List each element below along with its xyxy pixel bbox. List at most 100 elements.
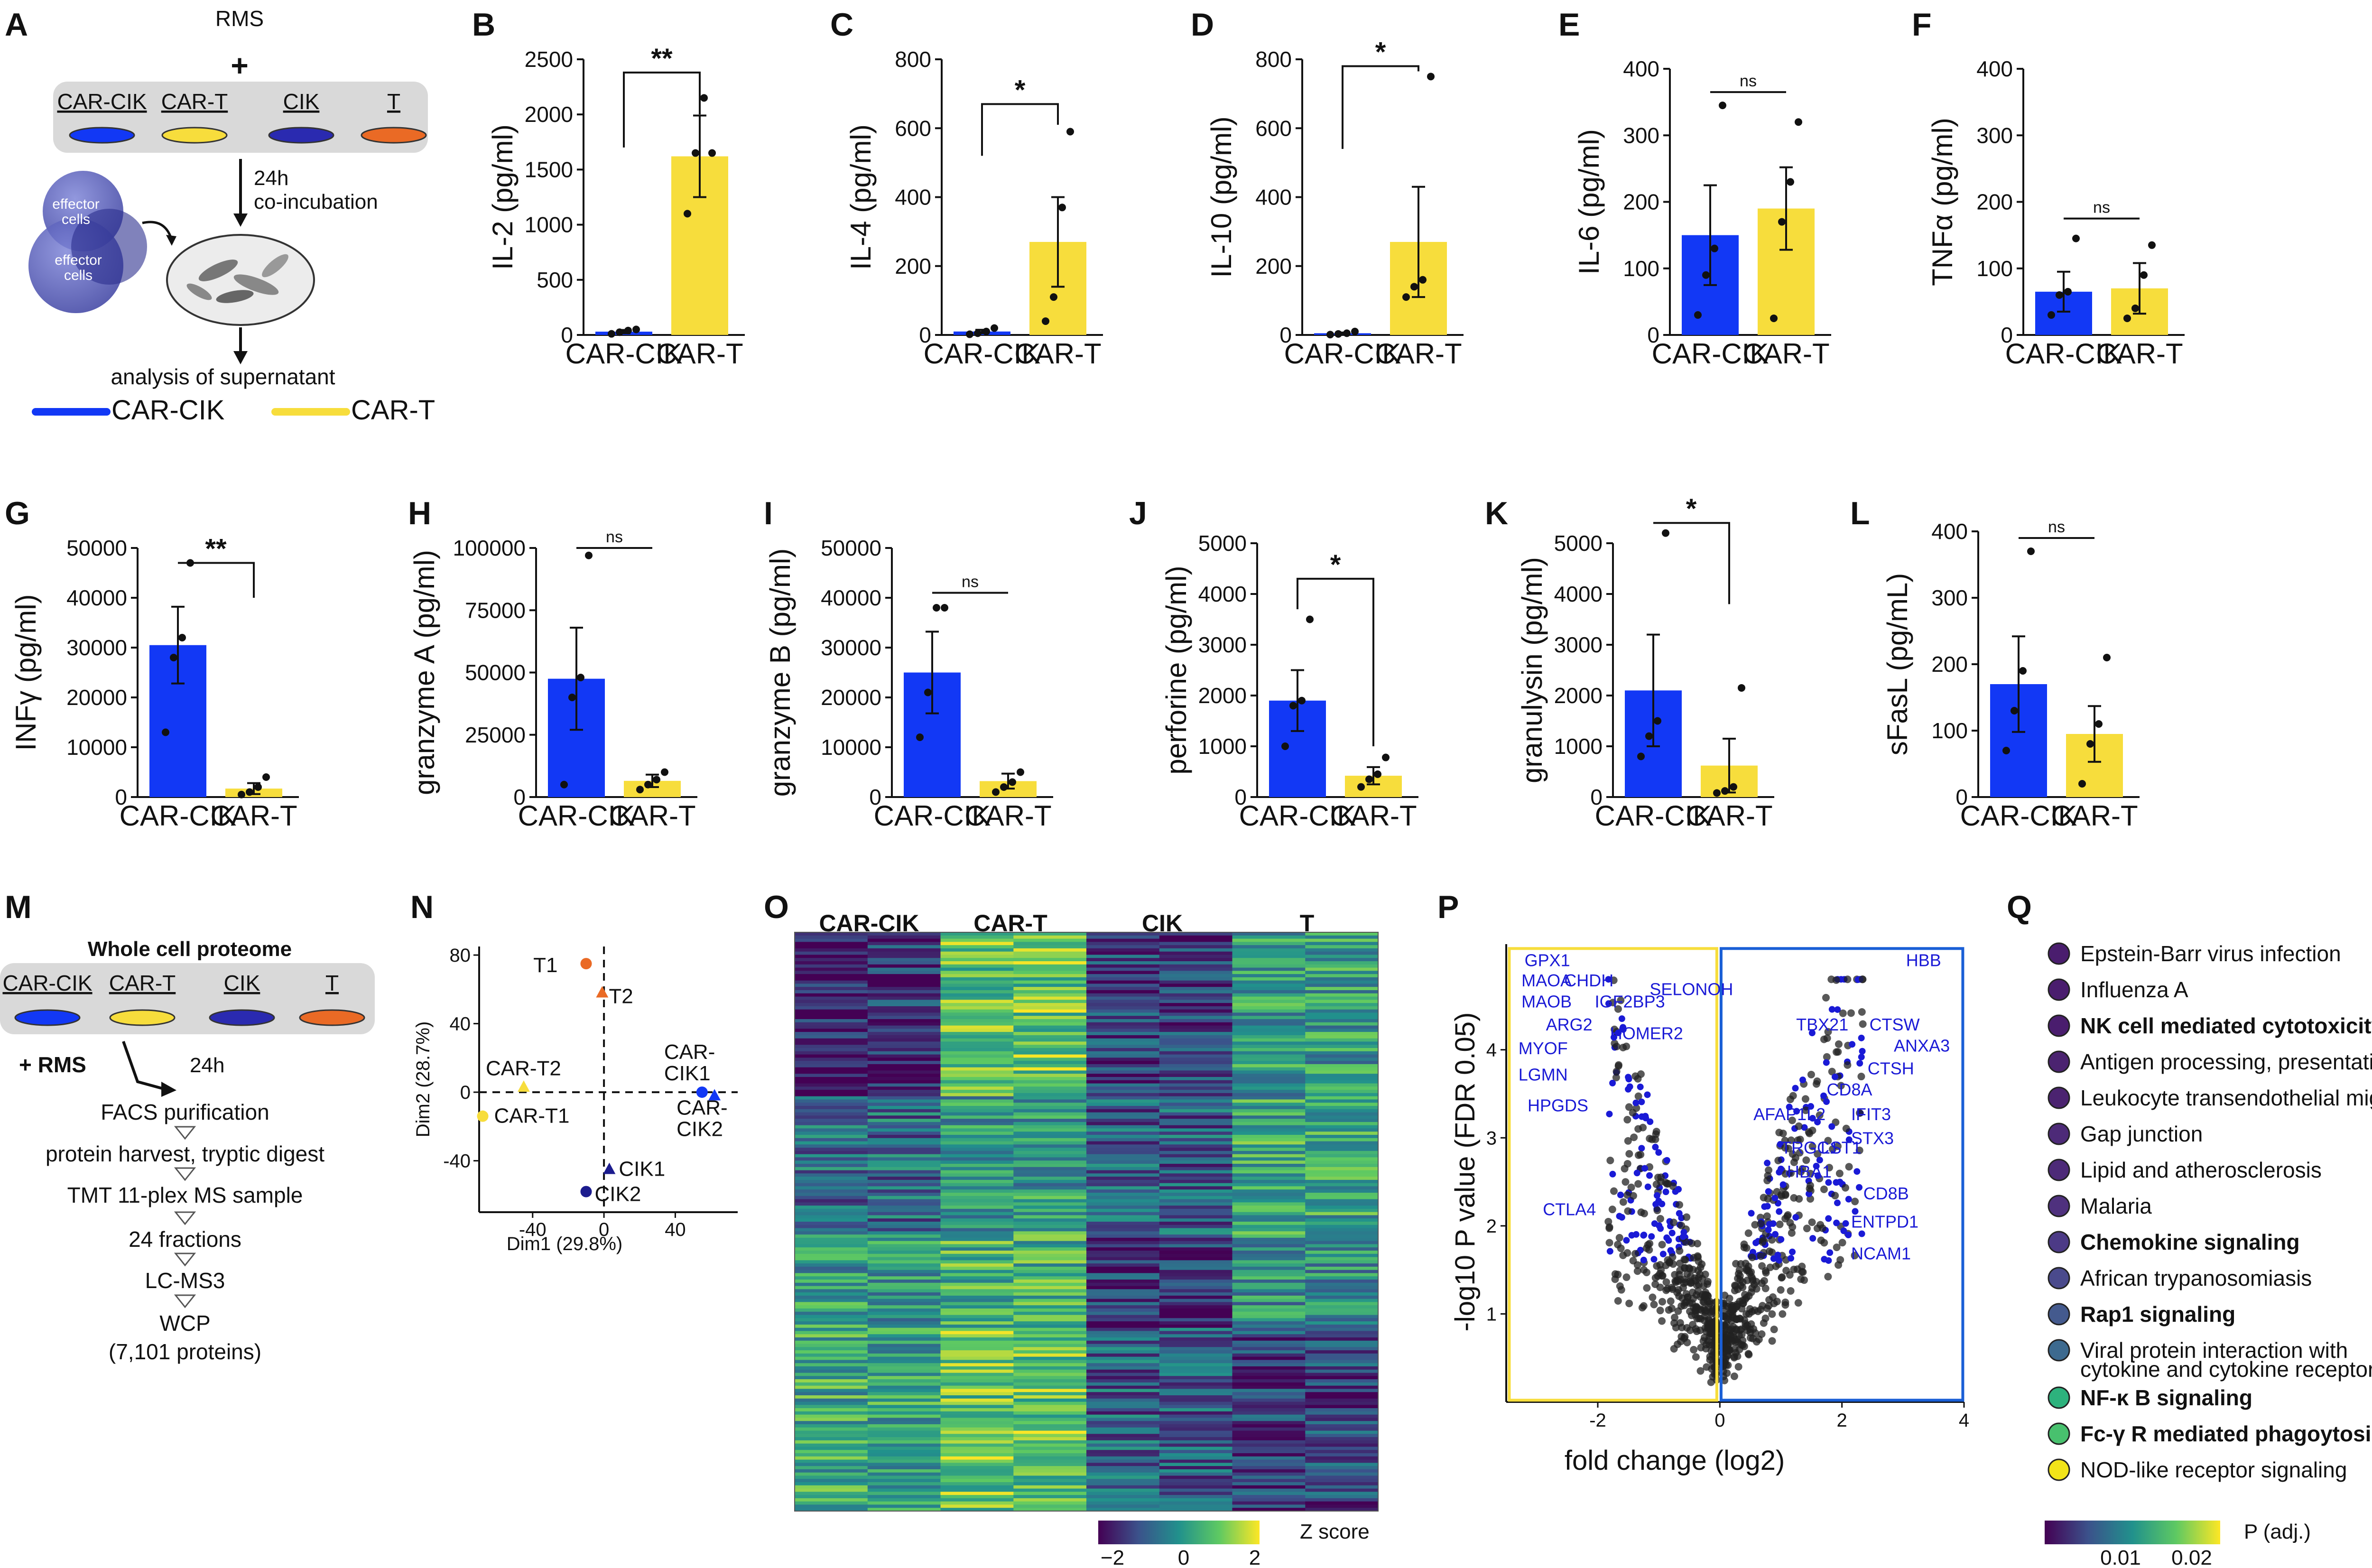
volcano-point (1619, 1198, 1627, 1206)
volcano-point (1750, 1280, 1758, 1289)
zscore-colorbar (1098, 1521, 1260, 1544)
volcano-point (1788, 1229, 1796, 1237)
heatmap-cell (795, 935, 868, 939)
heatmap-cell (1086, 1311, 1160, 1316)
panel-letter-j: J (1129, 495, 1147, 531)
heatmap-cell (940, 1222, 1014, 1225)
x-category-label: CAR-CIK (1652, 338, 1769, 370)
volcano-point-sig (1606, 1111, 1613, 1118)
heatmap-cell (1013, 961, 1087, 965)
heatmap-cell (795, 1273, 868, 1277)
heatmap-cell (1013, 974, 1087, 978)
heatmap-cell (1013, 1450, 1087, 1454)
volcano-point (1742, 1320, 1750, 1328)
pca-label: CIK1 (664, 1062, 711, 1085)
volcano-point (1778, 1273, 1786, 1281)
heatmap-cell (1013, 1241, 1087, 1245)
significance-bracket (1297, 577, 1374, 746)
heatmap-cell (1232, 1000, 1306, 1003)
heatmap-cell (795, 1257, 868, 1261)
heatmap-cell (1159, 1177, 1233, 1180)
heatmap-cell (1086, 1434, 1160, 1438)
significance-label: ** (651, 43, 673, 74)
padj-label: P (adj.) (2244, 1520, 2311, 1543)
heatmap-cell (1232, 1225, 1306, 1229)
heatmap-cell (1159, 1218, 1233, 1222)
heatmap-cell (1159, 1363, 1233, 1367)
heatmap-cell (1159, 1173, 1233, 1177)
heatmap-cell (1232, 1234, 1306, 1238)
volcano-point (1623, 1160, 1631, 1168)
heatmap-cell (1013, 1038, 1087, 1042)
volcano-point (1623, 1116, 1631, 1124)
volcano-point (1643, 1284, 1651, 1292)
heatmap-cell (1159, 1411, 1233, 1415)
pathway-dot (2048, 1050, 2070, 1073)
heatmap-cell (1232, 1090, 1306, 1094)
arrowhead-m (161, 1082, 176, 1097)
heatmap-cell (867, 1189, 941, 1193)
volcano-point (1733, 1303, 1741, 1311)
heatmap-cell (795, 1138, 868, 1142)
volcano-point (1670, 1319, 1678, 1327)
pathway-dot (2048, 1267, 2070, 1290)
heatmap-cell (940, 1289, 1014, 1293)
heatmap-cell (1159, 996, 1233, 1000)
heatmap-cell (1013, 1144, 1087, 1148)
heatmap-cell (1305, 1292, 1379, 1296)
volcano-point (1814, 1150, 1822, 1158)
heatmap-cell (795, 1308, 868, 1312)
heatmap-cell (1305, 1225, 1379, 1229)
heatmap-cell (1013, 967, 1087, 971)
heatmap-cell (940, 1128, 1014, 1132)
heatmap-cell (1159, 1257, 1233, 1261)
heatmap-cell (1232, 1466, 1306, 1470)
heatmap-cell (1159, 1253, 1233, 1258)
y-tick-label: 4000 (1554, 582, 1603, 606)
step-fractions: 24 fractions (129, 1227, 241, 1252)
heatmap-cell (1013, 1032, 1087, 1036)
heatmap-cell (1232, 1003, 1306, 1007)
heatmap-cell (867, 1273, 941, 1277)
heatmap-cell (940, 1459, 1014, 1463)
volcano-point (1646, 1134, 1654, 1142)
heatmap-cell (1232, 951, 1306, 956)
heatmap-cell (867, 1064, 941, 1068)
heatmap-cell (1159, 1077, 1233, 1081)
heatmap-cell (940, 1051, 1014, 1055)
heatmap-cell (1086, 1122, 1160, 1126)
volcano-point-sig (1849, 1041, 1856, 1048)
volcano-point (1688, 1239, 1696, 1247)
volcano-point (1695, 1280, 1703, 1289)
heatmap-cell (1013, 1132, 1087, 1135)
heatmap-cell (867, 971, 941, 974)
heatmap-cell (795, 1231, 868, 1235)
heatmap-cell (1305, 1080, 1379, 1084)
y-tick-label: 2000 (1554, 683, 1603, 708)
dish-tray-m (0, 963, 375, 1034)
heatmap-cell (1305, 1090, 1379, 1094)
heatmap-cell (1086, 1177, 1160, 1180)
heatmap-cell (1013, 1206, 1087, 1209)
heatmap-cell (1232, 1058, 1306, 1061)
heatmap-cell (1232, 1398, 1306, 1402)
volcano-point (1847, 1009, 1855, 1017)
gene-label-stx3: STX3 (1851, 1128, 1894, 1148)
heatmap-cell (1159, 958, 1233, 962)
heatmap-cell (1086, 1398, 1160, 1402)
heatmap-cell (1305, 977, 1379, 981)
heatmap-cell (1232, 1418, 1306, 1421)
heatmap-cell (1013, 1401, 1087, 1405)
heatmap-cell (1086, 945, 1160, 949)
volcano-point (1659, 1271, 1667, 1280)
heatmap-cell (867, 1041, 941, 1045)
heatmap-cell (795, 1035, 868, 1039)
y-tick-label: 0 (513, 785, 526, 809)
heatmap-cell (940, 1189, 1014, 1193)
heatmap-cell (867, 996, 941, 1000)
heatmap-cell (1159, 961, 1233, 965)
heatmap-cell (1086, 1450, 1160, 1454)
heatmap-cell (1086, 1228, 1160, 1232)
volcano-point-sig (1633, 1169, 1640, 1177)
